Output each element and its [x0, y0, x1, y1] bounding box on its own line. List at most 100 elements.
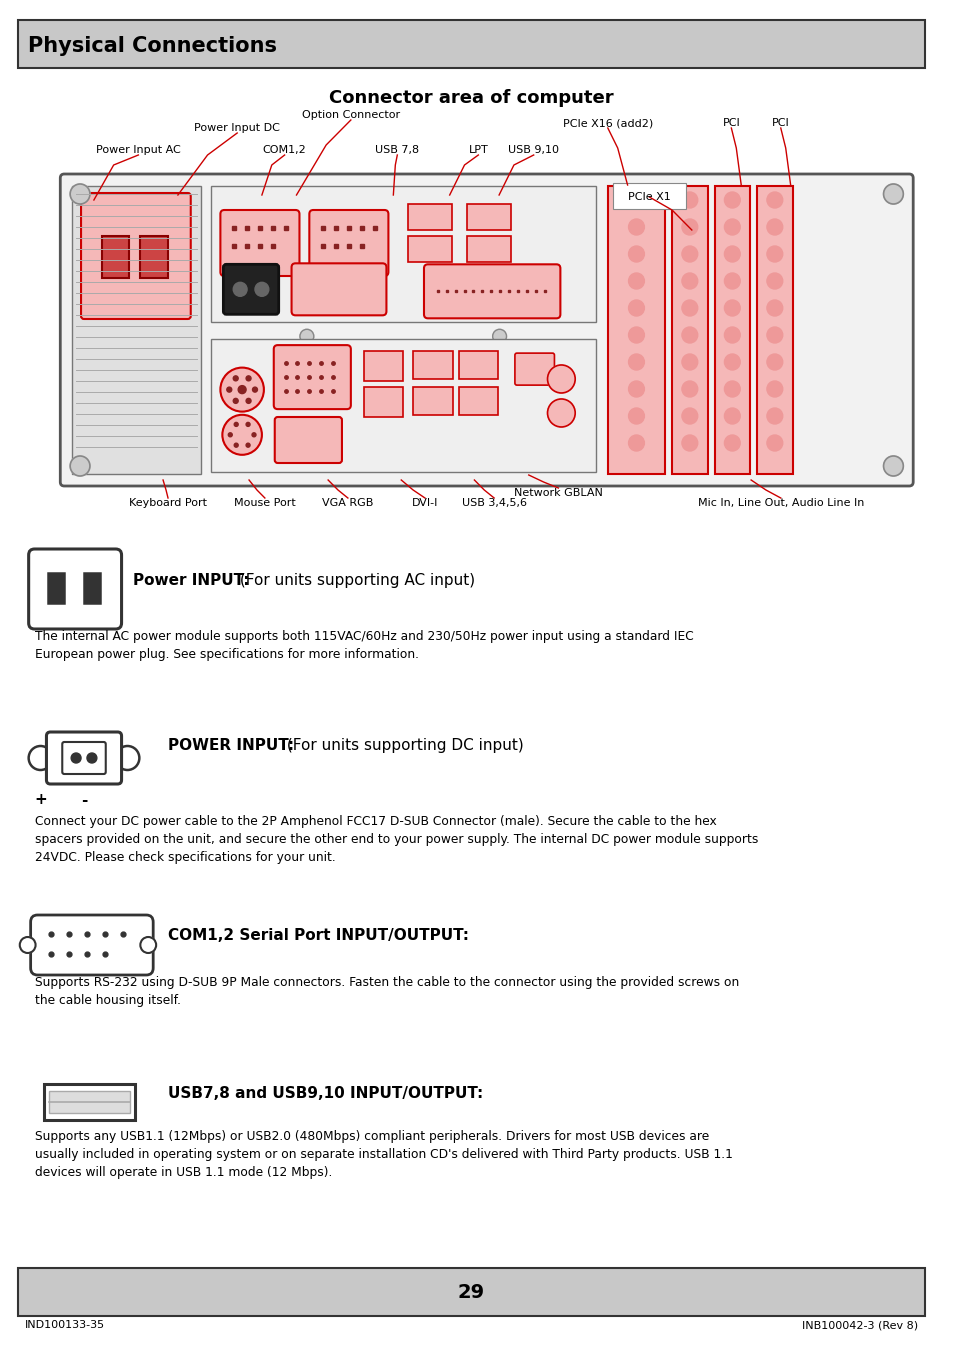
Circle shape: [71, 753, 81, 763]
Circle shape: [254, 282, 269, 296]
Bar: [467, 236, 511, 262]
Circle shape: [723, 300, 740, 316]
Text: PCIe X1: PCIe X1: [627, 192, 670, 202]
FancyBboxPatch shape: [612, 184, 685, 209]
Circle shape: [299, 329, 314, 343]
FancyBboxPatch shape: [62, 743, 106, 774]
Circle shape: [723, 408, 740, 424]
Circle shape: [681, 300, 697, 316]
Text: Mic In, Line Out, Audio Line In: Mic In, Line Out, Audio Line In: [697, 498, 863, 508]
Circle shape: [20, 937, 35, 953]
Text: Keyboard Port: Keyboard Port: [129, 498, 207, 508]
FancyBboxPatch shape: [274, 417, 341, 463]
Text: USB 3,4,5,6: USB 3,4,5,6: [461, 498, 526, 508]
Circle shape: [681, 435, 697, 451]
Circle shape: [246, 398, 251, 404]
Bar: [408, 236, 451, 262]
Bar: [413, 351, 452, 379]
Text: USB 7,8: USB 7,8: [375, 144, 419, 155]
Text: Physical Connections: Physical Connections: [28, 36, 276, 55]
FancyBboxPatch shape: [30, 915, 153, 975]
Circle shape: [228, 433, 232, 437]
Bar: [413, 387, 452, 414]
Text: Mouse Port: Mouse Port: [233, 498, 295, 508]
Circle shape: [238, 386, 246, 394]
Circle shape: [628, 300, 643, 316]
Circle shape: [87, 753, 97, 763]
Circle shape: [681, 246, 697, 262]
Circle shape: [766, 300, 781, 316]
Bar: [102, 236, 130, 278]
FancyBboxPatch shape: [60, 174, 912, 486]
Bar: [140, 236, 168, 278]
Circle shape: [628, 435, 643, 451]
Bar: [211, 186, 596, 323]
Circle shape: [246, 443, 250, 447]
Text: (For units supporting DC input): (For units supporting DC input): [281, 738, 523, 753]
Circle shape: [233, 398, 238, 404]
Circle shape: [227, 387, 232, 392]
Circle shape: [766, 381, 781, 397]
FancyBboxPatch shape: [423, 265, 559, 319]
Text: 29: 29: [457, 1282, 484, 1301]
Circle shape: [253, 387, 257, 392]
Text: IND100133-35: IND100133-35: [25, 1320, 105, 1330]
Circle shape: [681, 192, 697, 208]
Circle shape: [681, 354, 697, 370]
FancyBboxPatch shape: [29, 549, 121, 629]
Bar: [671, 186, 707, 474]
Bar: [50, 1091, 131, 1112]
Circle shape: [723, 354, 740, 370]
FancyBboxPatch shape: [515, 354, 554, 385]
Text: Supports RS-232 using D-SUB 9P Male connectors. Fasten the cable to the connecto: Supports RS-232 using D-SUB 9P Male conn…: [34, 976, 738, 1007]
Text: POWER INPUT:: POWER INPUT:: [168, 738, 294, 753]
Circle shape: [234, 443, 238, 447]
Circle shape: [766, 327, 781, 343]
Text: Option Connector: Option Connector: [301, 109, 399, 120]
FancyBboxPatch shape: [220, 211, 299, 275]
Bar: [72, 186, 200, 474]
Text: INB100042-3 (Rev 8): INB100042-3 (Rev 8): [801, 1320, 917, 1330]
Text: COM1,2: COM1,2: [262, 144, 306, 155]
Circle shape: [628, 273, 643, 289]
FancyBboxPatch shape: [309, 211, 388, 275]
Text: Power Input DC: Power Input DC: [194, 123, 280, 134]
Bar: [757, 186, 792, 474]
Circle shape: [628, 219, 643, 235]
Text: DVI-I: DVI-I: [412, 498, 437, 508]
Circle shape: [71, 456, 90, 477]
Circle shape: [233, 375, 238, 381]
Text: PCI: PCI: [721, 117, 740, 128]
Circle shape: [766, 219, 781, 235]
Circle shape: [628, 246, 643, 262]
Text: (For units supporting AC input): (For units supporting AC input): [235, 572, 475, 589]
Circle shape: [882, 184, 902, 204]
Circle shape: [681, 327, 697, 343]
Bar: [363, 387, 403, 417]
Circle shape: [140, 937, 156, 953]
Circle shape: [220, 367, 264, 412]
Text: Connect your DC power cable to the 2P Amphenol FCC17 D-SUB Connector (male). Sec: Connect your DC power cable to the 2P Am…: [34, 815, 758, 864]
Bar: [458, 351, 497, 379]
Circle shape: [547, 364, 575, 393]
Bar: [211, 339, 596, 472]
Text: COM1,2 Serial Port INPUT/OUTPUT:: COM1,2 Serial Port INPUT/OUTPUT:: [168, 927, 469, 944]
Text: Connector area of computer: Connector area of computer: [329, 89, 613, 107]
Text: VGA RGB: VGA RGB: [322, 498, 374, 508]
Circle shape: [628, 354, 643, 370]
Circle shape: [681, 408, 697, 424]
Circle shape: [628, 327, 643, 343]
FancyBboxPatch shape: [223, 265, 278, 315]
FancyBboxPatch shape: [274, 346, 351, 409]
Text: USB7,8 and USB9,10 INPUT/OUTPUT:: USB7,8 and USB9,10 INPUT/OUTPUT:: [168, 1085, 483, 1102]
FancyBboxPatch shape: [81, 193, 191, 319]
Text: LPT: LPT: [468, 144, 488, 155]
Circle shape: [246, 423, 250, 427]
Bar: [408, 204, 451, 230]
Text: PCIe X16 (add2): PCIe X16 (add2): [562, 117, 652, 128]
Circle shape: [115, 747, 139, 769]
Circle shape: [222, 414, 262, 455]
Circle shape: [766, 354, 781, 370]
Bar: [45, 1084, 135, 1120]
Circle shape: [723, 246, 740, 262]
